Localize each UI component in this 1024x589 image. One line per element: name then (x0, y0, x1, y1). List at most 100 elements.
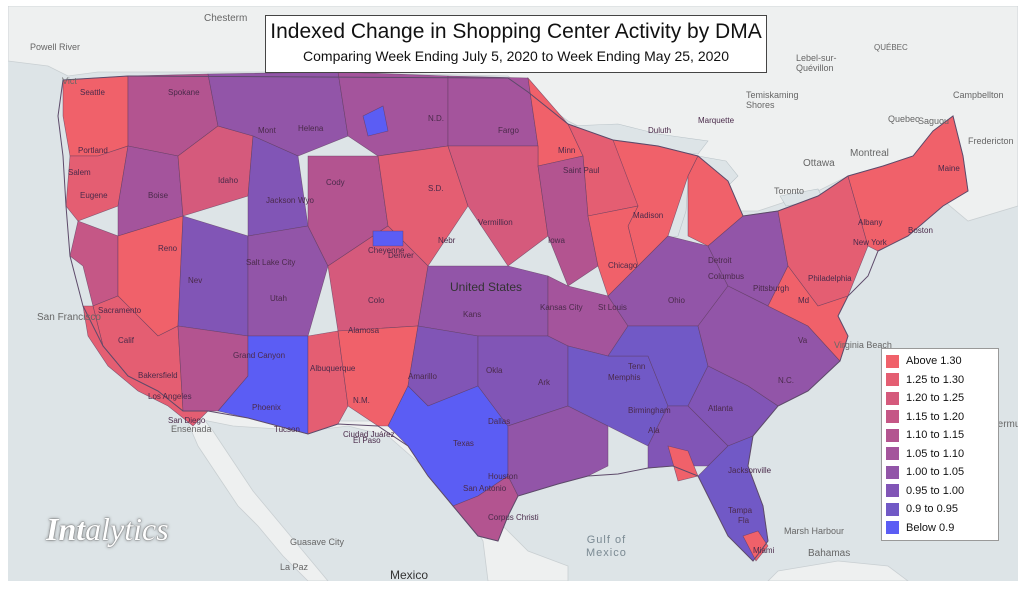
dma-label: Salem (68, 168, 91, 177)
dma-label: Memphis (608, 373, 641, 382)
dma-label: Cody (326, 178, 345, 187)
intalytics-logo: Intalytics (46, 511, 169, 548)
dma-label: Philadelphia (808, 274, 852, 283)
dma-label: Marquette (698, 116, 735, 125)
dma-region[interactable] (742, 530, 769, 562)
dma-label: Los Angeles (148, 392, 192, 401)
dma-region[interactable] (247, 225, 329, 337)
dma-label: Boston (908, 226, 933, 235)
dma-label: Nebr (438, 236, 456, 245)
dma-label: Chicago (608, 261, 638, 270)
dma-region[interactable] (447, 75, 539, 147)
dma-region[interactable] (417, 265, 549, 337)
dma-label: Pittsburgh (753, 284, 790, 293)
dma-label: Nev (188, 276, 203, 285)
dma-label: Corpus Christi (488, 513, 539, 522)
dma-label: Columbus (708, 272, 745, 281)
dma-label: Helena (298, 124, 324, 133)
label-saguou: Saguou (918, 116, 950, 126)
legend-label: 0.9 to 0.95 (906, 503, 958, 516)
legend-label: 1.20 to 1.25 (906, 392, 965, 405)
cuba-land (767, 560, 909, 581)
legend-swatch (886, 410, 899, 424)
label-san-francisco: San Francisco (37, 312, 101, 323)
map-frame: Indexed Change in Shopping Center Activi… (8, 6, 1018, 581)
dma-label: Albany (858, 218, 883, 227)
legend-swatch (886, 484, 899, 498)
dma-label: Md (798, 296, 810, 305)
dma-label: Tucson (274, 425, 300, 434)
logo-suffix: alytics (85, 511, 169, 547)
legend-label: 1.15 to 1.20 (906, 410, 965, 423)
legend-item: 1.20 to 1.25 (886, 389, 994, 408)
label-ottawa: Ottawa (803, 158, 835, 169)
label-bahamas: Bahamas (808, 548, 851, 559)
legend-item: 1.05 to 1.10 (886, 445, 994, 464)
dma-label: Seattle (80, 88, 105, 97)
dma-label: N.C. (778, 376, 794, 385)
label-bermuda: Bermu (991, 419, 1018, 430)
map-subtitle: Comparing Week Ending July 5, 2020 to We… (303, 48, 729, 64)
dma-label: Amarillo (408, 372, 437, 381)
dma-label: S.D. (428, 184, 444, 193)
dma-label: Texas (453, 439, 474, 448)
dma-label: Sacramento (98, 306, 142, 315)
logo-prefix: Int (46, 511, 86, 547)
legend-item: 0.95 to 1.00 (886, 482, 994, 501)
dma-label: Minn (558, 146, 576, 155)
dma-label: Duluth (648, 126, 672, 135)
label-mexico: Mexico (390, 568, 429, 581)
dma-label: Reno (158, 244, 178, 253)
label-gulf-of-mexico: Gulf of Mexico (586, 534, 627, 559)
dma-label: Miami (753, 546, 775, 555)
legend-item: 1.15 to 1.20 (886, 408, 994, 427)
legend-item: Above 1.30 (886, 352, 994, 371)
dma-label: Tenn (628, 362, 646, 371)
dma-label: Alamosa (348, 326, 380, 335)
dma-region[interactable] (307, 330, 349, 435)
label-la-paz: La Paz (280, 562, 309, 572)
legend-swatch (886, 502, 899, 516)
dma-label: Spokane (168, 88, 200, 97)
dma-label: Phoenix (252, 403, 281, 412)
legend-label: 1.05 to 1.10 (906, 447, 965, 460)
legend-item: 1.10 to 1.15 (886, 426, 994, 445)
legend-swatch (886, 521, 899, 535)
legend-swatch (886, 354, 899, 368)
dma-label: Grand Canyon (233, 351, 286, 360)
dma-label: Ohio (668, 296, 685, 305)
legend-swatch (886, 465, 899, 479)
dma-label: Va (798, 336, 808, 345)
dma-label: Iowa (548, 236, 565, 245)
dma-label: Eugene (80, 191, 108, 200)
dma-label: Houston (488, 472, 518, 481)
dma-label: Okla (486, 366, 503, 375)
dma-label: N.M. (353, 396, 370, 405)
label-toronto: Toronto (774, 186, 805, 196)
us-outline (57, 75, 969, 562)
dma-region[interactable] (362, 105, 389, 137)
dma-label: San Antonio (463, 484, 507, 493)
label-united-states: United States (450, 280, 523, 294)
dma-label: Boise (148, 191, 169, 200)
dma-label: Tampa (728, 506, 753, 515)
baja-peninsula (185, 417, 329, 581)
legend-swatch (886, 373, 899, 387)
dma-label: Mont (258, 126, 276, 135)
legend-item: Below 0.9 (886, 519, 994, 538)
label-marsh-harbour: Marsh Harbour (784, 526, 845, 536)
dma-label: Fargo (498, 126, 519, 135)
label-quebec-city: Quebec (888, 114, 920, 124)
dma-label: Utah (270, 294, 287, 303)
legend-label: Above 1.30 (906, 355, 962, 368)
dma-label: Kans (463, 310, 482, 319)
legend-swatch (886, 447, 899, 461)
dma-label: Portland (78, 146, 108, 155)
dma-label: Ciudad Juárez (343, 430, 395, 439)
legend-label: 1.25 to 1.30 (906, 373, 965, 386)
dma-label: New York (853, 238, 887, 247)
dma-map[interactable] (8, 6, 1018, 581)
dma-region[interactable] (372, 230, 404, 247)
dma-label: Colo (368, 296, 385, 305)
legend-swatch (886, 428, 899, 442)
